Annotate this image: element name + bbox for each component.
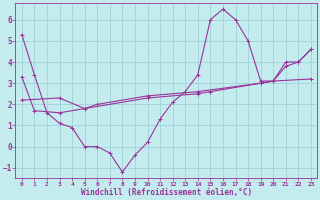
X-axis label: Windchill (Refroidissement éolien,°C): Windchill (Refroidissement éolien,°C) (81, 188, 252, 197)
